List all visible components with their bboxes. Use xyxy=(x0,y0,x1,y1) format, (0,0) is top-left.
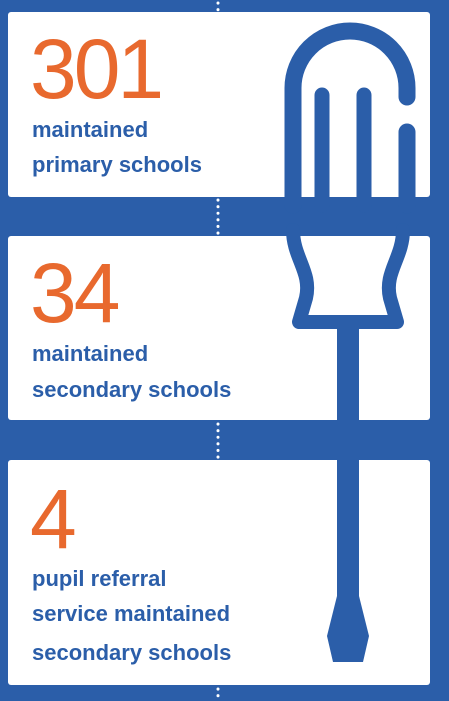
stat-label: secondary schools xyxy=(32,377,231,402)
card xyxy=(8,236,430,420)
stat-label: maintained xyxy=(32,341,148,366)
cards xyxy=(8,12,430,685)
stat-label: maintained xyxy=(32,117,148,142)
card xyxy=(8,460,430,685)
stat-label: secondary schools xyxy=(32,640,231,665)
stat-number: 34 xyxy=(30,246,119,340)
stat-label: pupil referral xyxy=(32,566,166,591)
screwdriver-icon xyxy=(284,22,416,662)
stat-label: primary schools xyxy=(32,152,202,177)
stat-label: service maintained xyxy=(32,601,230,626)
stat-number: 301 xyxy=(30,22,161,116)
stat-number: 4 xyxy=(30,472,75,566)
